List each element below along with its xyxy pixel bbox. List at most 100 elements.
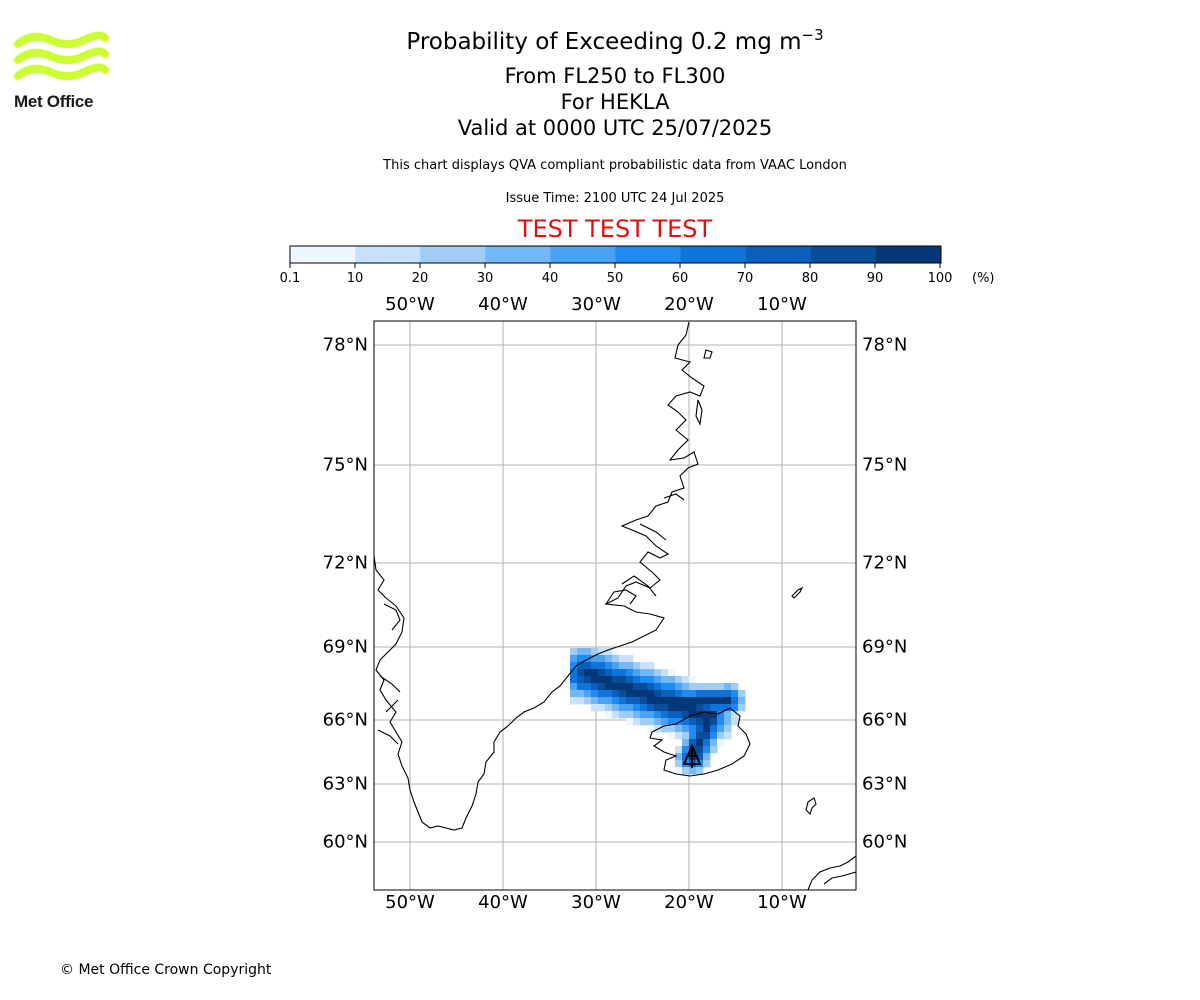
plume-cell — [591, 690, 599, 698]
plume-cell — [626, 718, 634, 726]
volcano-triangle-icon — [682, 743, 702, 768]
lon-label-top: 40°W — [478, 294, 528, 315]
plume-cell — [619, 655, 627, 663]
plume-cell — [661, 718, 669, 726]
plume-cell — [682, 690, 690, 698]
map-gridlines — [374, 321, 856, 890]
plume-cell — [626, 669, 634, 677]
plume-cell — [605, 676, 613, 684]
plume-cell — [626, 711, 634, 719]
plume-cell — [675, 767, 683, 775]
plume-cell — [591, 697, 599, 705]
plume-cell — [661, 697, 669, 705]
plume-cell — [675, 690, 683, 698]
colorbar-segment — [745, 246, 812, 263]
plume-cell — [612, 676, 620, 684]
plume-cell — [577, 669, 585, 677]
lat-label-right: 60°N — [862, 831, 908, 853]
colorbar-segment — [420, 246, 486, 263]
colorbar-segment — [550, 246, 616, 263]
plume-cell — [605, 648, 613, 656]
plume-cell — [703, 725, 711, 733]
plume-cell — [738, 690, 746, 698]
plume-cell — [584, 648, 592, 656]
plume-cell — [647, 704, 655, 712]
plume-cell — [717, 725, 725, 733]
issue-time: Issue Time: 2100 UTC 24 Jul 2025 — [505, 191, 725, 206]
plume-cell — [570, 683, 578, 691]
colorbar-unit: (%) — [972, 271, 995, 286]
plume-cell — [682, 753, 690, 761]
lat-label-right: 69°N — [862, 636, 908, 658]
plume-cell — [682, 711, 690, 719]
plume-cell — [647, 669, 655, 677]
plume-cell — [675, 746, 683, 754]
plume-cell — [598, 669, 606, 677]
plume-cell — [710, 704, 718, 712]
map-frame — [373, 320, 857, 891]
plume-cell — [598, 704, 606, 712]
plume-cell — [619, 683, 627, 691]
plume-cell — [675, 711, 683, 719]
plume-cell — [633, 704, 641, 712]
plume-cell — [717, 732, 725, 740]
plume-cell — [591, 662, 599, 670]
lon-label-top: 30°W — [571, 294, 621, 315]
colorbar — [290, 246, 942, 263]
colorbar-tick: 50 — [606, 271, 624, 286]
plume-cell — [598, 655, 606, 663]
lat-label-left: 72°N — [322, 552, 368, 574]
plume-cell — [598, 697, 606, 705]
plume-cell — [696, 690, 704, 698]
plume-cell — [689, 739, 697, 747]
plume-cell — [640, 697, 648, 705]
plume-cell — [619, 697, 627, 705]
plume-cell — [689, 718, 697, 726]
plume-cell — [647, 683, 655, 691]
colorbar-tick: 60 — [671, 271, 689, 286]
plume-cell — [717, 704, 725, 712]
plume-cell — [696, 767, 704, 775]
plume-cell — [703, 718, 711, 726]
plume-cell — [703, 739, 711, 747]
plume-cell — [577, 690, 585, 698]
plume-cell — [598, 676, 606, 684]
plume-cell — [696, 753, 704, 761]
plume-cell — [661, 690, 669, 698]
plume-cell — [619, 711, 627, 719]
plume-cell — [668, 711, 676, 719]
plume-cell — [577, 683, 585, 691]
jan-mayen-coast — [791, 586, 804, 599]
plume-cell — [703, 753, 711, 761]
plume-cell — [710, 697, 718, 705]
plume-cell — [577, 655, 585, 663]
lon-label-top: 10°W — [757, 294, 807, 315]
plume-cell — [654, 690, 662, 698]
lat-label-right: 78°N — [862, 334, 908, 356]
plume-cell — [661, 676, 669, 684]
plume-cell — [668, 676, 676, 684]
plume-cell — [612, 690, 620, 698]
plume-cell — [675, 718, 683, 726]
plume-cell — [612, 697, 620, 705]
greenland-east-coast — [374, 321, 705, 831]
lat-label-right: 75°N — [862, 454, 908, 476]
logo-text: Met Office — [14, 92, 94, 111]
plume-cell — [682, 746, 690, 754]
iceland-coast — [649, 707, 751, 777]
plume-cell — [640, 669, 648, 677]
colorbar-segment — [680, 246, 747, 263]
plume-cell — [724, 683, 732, 691]
plume-cell — [654, 718, 662, 726]
lat-label-left: 78°N — [322, 334, 368, 356]
plume-cell — [668, 683, 676, 691]
plume-cell — [689, 732, 697, 740]
plume-cell — [696, 725, 704, 733]
plume-cell — [591, 655, 599, 663]
plume-cell — [633, 676, 641, 684]
plume-cell — [661, 711, 669, 719]
plume-cell — [612, 683, 620, 691]
plume-cell — [675, 753, 683, 761]
plume-cell — [689, 683, 697, 691]
plume-cell — [675, 697, 683, 705]
